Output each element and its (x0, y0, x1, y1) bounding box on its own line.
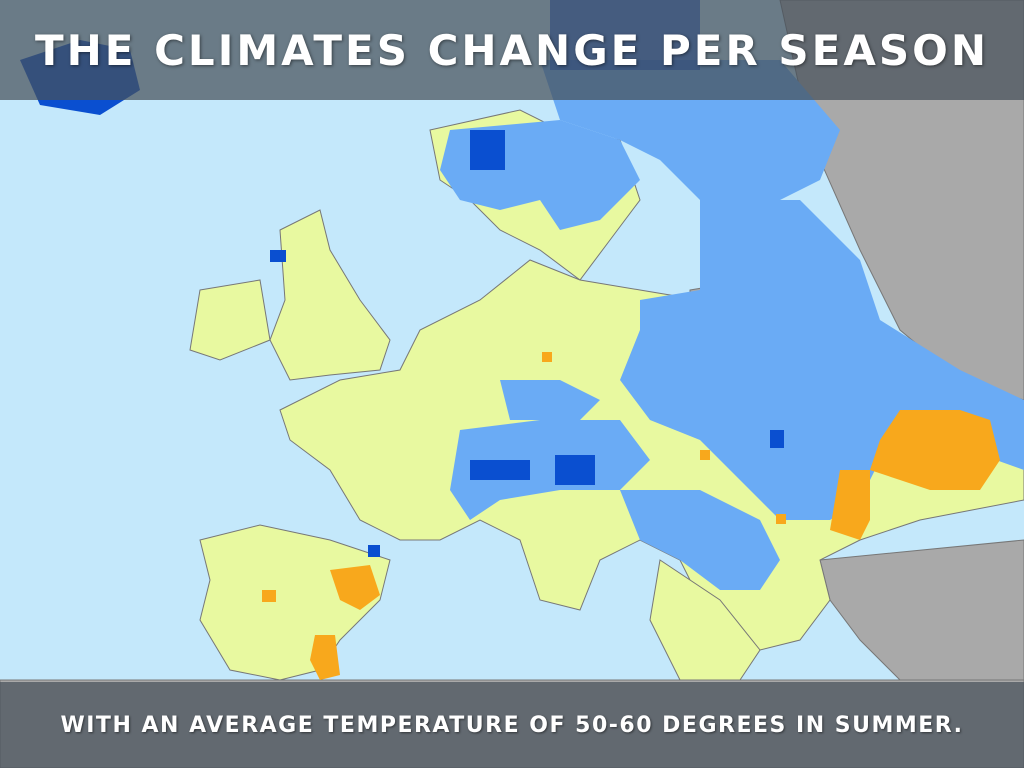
warm-region (262, 352, 1000, 680)
title-bar: THE CLIMATES CHANGE PER SEASON (0, 0, 1024, 100)
slide-title: THE CLIMATES CHANGE PER SEASON (35, 25, 989, 75)
cool-region (440, 60, 1024, 590)
slide-caption: WITH AN AVERAGE TEMPERATURE OF 50-60 DEG… (60, 712, 964, 738)
caption-bar: WITH AN AVERAGE TEMPERATURE OF 50-60 DEG… (0, 682, 1024, 768)
